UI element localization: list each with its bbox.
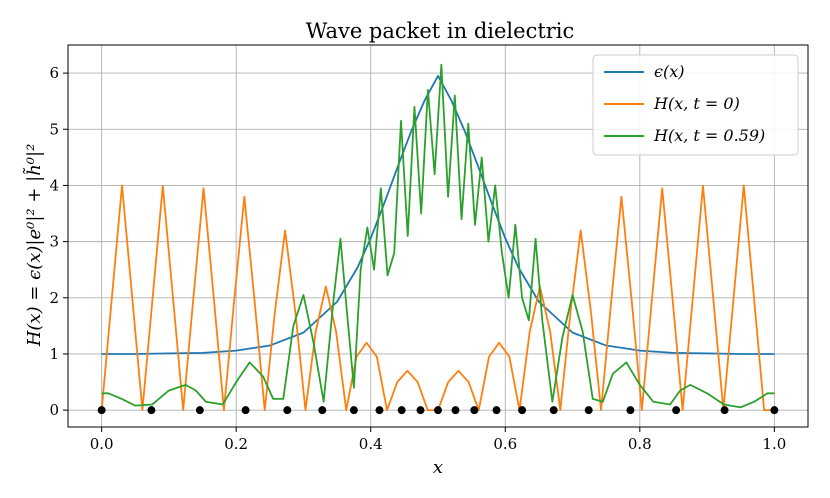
x-tick-label: 0.8 [628, 435, 652, 453]
node-marker [147, 406, 156, 415]
node-marker [451, 406, 460, 415]
node-marker [720, 406, 729, 415]
node-marker [492, 406, 501, 415]
series-line-h-t059 [101, 63, 775, 409]
node-marker [672, 406, 681, 415]
chart-title: Wave packet in dielectric [306, 19, 575, 43]
legend-label-h-t059: H(x, t = 0.59) [653, 126, 765, 145]
x-tick-label: 0.4 [359, 435, 383, 453]
node-marker [584, 406, 593, 415]
node-marker [397, 406, 406, 415]
x-tick-label: 0.0 [90, 435, 114, 453]
legend-label-h-t0: H(x, t = 0) [653, 94, 740, 113]
y-axis: 0 1 2 3 4 5 6 [49, 64, 68, 419]
node-marker [518, 406, 527, 415]
legend-label-epsilon: ϵ(x) [654, 62, 684, 81]
node-marker [770, 406, 779, 415]
y-tick-label: 5 [49, 120, 59, 138]
x-axis-label: x [433, 457, 443, 478]
node-marker [434, 406, 442, 415]
y-tick-label: 4 [49, 176, 59, 194]
x-axis: 0.0 0.2 0.4 0.6 0.8 1.0 [90, 427, 786, 453]
y-tick-label: 0 [49, 401, 59, 419]
x-tick-label: 1.0 [762, 435, 786, 453]
node-marker [549, 406, 558, 415]
node-marker [241, 406, 250, 415]
y-axis-label: H(x) = ϵ(x)|e⁰|² + |h̃⁰|² [22, 144, 45, 348]
node-marker [97, 406, 106, 415]
legend-box [592, 54, 799, 156]
node-marker [375, 406, 384, 415]
node-marker [416, 406, 425, 415]
node-marker [283, 406, 292, 415]
node-marker [470, 406, 479, 415]
node-marker [195, 406, 204, 415]
legend: ϵ(x) H(x, t = 0) H(x, t = 0.59) [592, 54, 799, 156]
node-marker [318, 406, 327, 415]
marker-layer [97, 406, 779, 415]
x-tick-label: 0.6 [493, 435, 517, 453]
node-marker [349, 406, 358, 415]
plot-frame [67, 44, 809, 428]
y-tick-label: 6 [49, 64, 59, 82]
x-tick-label: 0.2 [224, 435, 248, 453]
y-tick-label: 1 [49, 345, 59, 363]
y-tick-label: 2 [49, 289, 59, 307]
node-marker [626, 406, 635, 415]
y-tick-label: 3 [49, 233, 59, 251]
